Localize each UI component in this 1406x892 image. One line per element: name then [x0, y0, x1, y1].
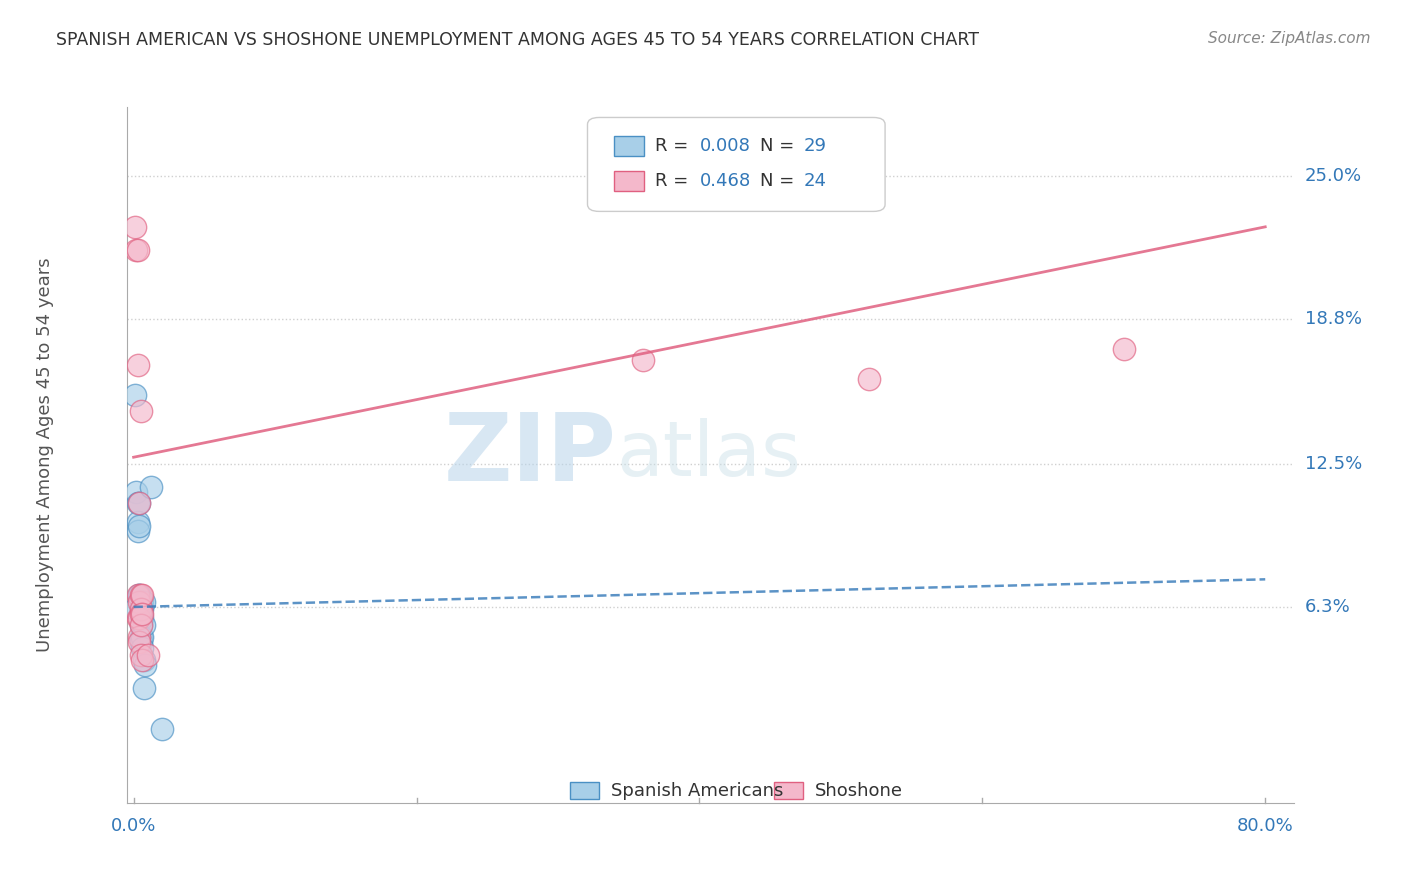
Point — [125, 484, 148, 499]
Point — [127, 589, 149, 603]
Text: 12.5%: 12.5% — [1305, 455, 1362, 473]
FancyBboxPatch shape — [588, 118, 886, 211]
FancyBboxPatch shape — [614, 136, 644, 156]
Point — [136, 648, 159, 663]
Point — [128, 589, 150, 603]
Text: N =: N = — [761, 172, 800, 190]
Point — [132, 595, 155, 609]
Point — [129, 602, 152, 616]
Point — [139, 480, 162, 494]
Point — [131, 641, 153, 656]
Point — [129, 602, 152, 616]
Point — [129, 618, 152, 632]
Text: R =: R = — [655, 137, 695, 155]
Point — [128, 589, 150, 603]
Point — [127, 358, 149, 372]
Point — [150, 722, 173, 736]
Point — [124, 219, 146, 234]
Point — [129, 630, 152, 644]
Point — [129, 607, 152, 621]
Point — [129, 618, 152, 632]
Point — [131, 653, 153, 667]
Point — [129, 634, 152, 648]
Point — [131, 607, 153, 621]
Text: 6.3%: 6.3% — [1305, 598, 1351, 616]
Point — [127, 611, 149, 625]
Point — [129, 595, 152, 609]
Point — [131, 595, 153, 609]
Point — [131, 589, 153, 603]
Point — [134, 657, 156, 672]
Point — [858, 372, 880, 386]
Point — [131, 630, 153, 644]
Text: 18.8%: 18.8% — [1305, 310, 1362, 328]
Text: Shoshone: Shoshone — [815, 782, 903, 800]
Point — [129, 648, 152, 663]
Text: 0.468: 0.468 — [700, 172, 751, 190]
Text: ZIP: ZIP — [444, 409, 617, 501]
Text: SPANISH AMERICAN VS SHOSHONE UNEMPLOYMENT AMONG AGES 45 TO 54 YEARS CORRELATION : SPANISH AMERICAN VS SHOSHONE UNEMPLOYMEN… — [56, 31, 979, 49]
Text: 25.0%: 25.0% — [1305, 167, 1362, 186]
Point — [128, 595, 150, 609]
Text: 80.0%: 80.0% — [1237, 816, 1294, 835]
Text: Unemployment Among Ages 45 to 54 years: Unemployment Among Ages 45 to 54 years — [35, 258, 53, 652]
Point — [129, 602, 152, 616]
Point — [128, 496, 150, 510]
Point — [125, 243, 148, 257]
Text: N =: N = — [761, 137, 800, 155]
Point — [128, 519, 150, 533]
Point — [129, 589, 152, 603]
Text: 0.008: 0.008 — [700, 137, 751, 155]
Point — [129, 607, 152, 621]
Point — [128, 634, 150, 648]
Point — [127, 524, 149, 538]
Point — [127, 496, 149, 510]
Point — [631, 353, 654, 368]
Point — [128, 496, 150, 510]
Text: Spanish Americans: Spanish Americans — [610, 782, 783, 800]
Point — [132, 681, 155, 695]
FancyBboxPatch shape — [775, 782, 803, 799]
Point — [129, 404, 152, 418]
Point — [127, 243, 149, 257]
Point — [128, 611, 150, 625]
Point — [124, 388, 146, 402]
Point — [1112, 342, 1135, 356]
Text: 24: 24 — [803, 172, 827, 190]
Text: atlas: atlas — [617, 418, 801, 491]
Point — [127, 515, 149, 529]
Point — [132, 653, 155, 667]
Point — [131, 602, 153, 616]
Text: 29: 29 — [803, 137, 827, 155]
Text: R =: R = — [655, 172, 695, 190]
FancyBboxPatch shape — [569, 782, 599, 799]
Point — [128, 630, 150, 644]
Point — [132, 618, 155, 632]
Text: Source: ZipAtlas.com: Source: ZipAtlas.com — [1208, 31, 1371, 46]
FancyBboxPatch shape — [614, 171, 644, 191]
Point — [131, 611, 153, 625]
Text: 0.0%: 0.0% — [111, 816, 156, 835]
Point — [124, 602, 146, 616]
